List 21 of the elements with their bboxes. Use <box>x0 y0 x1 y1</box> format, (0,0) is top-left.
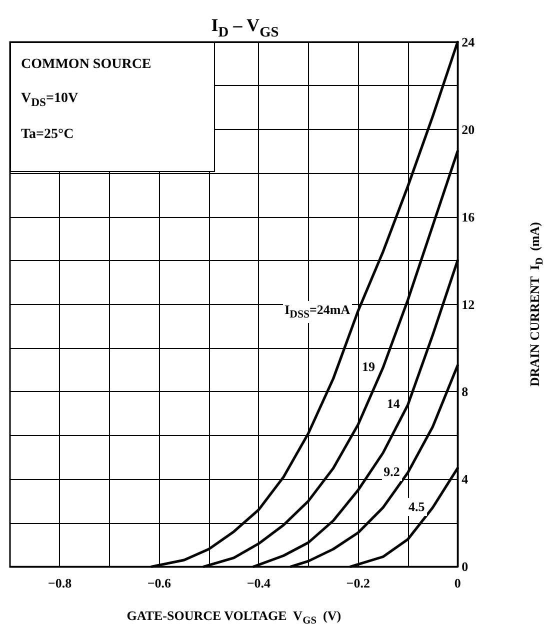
y-tick-label: 8 <box>462 384 469 400</box>
annotation: V$_{DS}$=10V <box>21 91 80 109</box>
y-tick-label: 16 <box>462 209 476 224</box>
series-label: I$_{DSS}$=24mA <box>282 300 352 324</box>
y-axis-title: DRAIN CURRENT ID (mA) <box>527 222 546 386</box>
series-label: 4.5 <box>406 498 427 516</box>
x-tick-label: −0.2 <box>346 576 370 591</box>
annotation: COMMON SOURCE <box>21 57 152 73</box>
series-label: 14 <box>384 394 402 413</box>
series-label: 19 <box>360 358 377 376</box>
note-box: COMMON SOURCE V$_{DS}$=10V Ta=25°C <box>10 42 215 172</box>
series-label: 9.2 <box>382 462 402 481</box>
annotation: Ta=25°C <box>21 126 75 143</box>
x-tick-label: −0.4 <box>246 576 271 591</box>
y-tick-label: 0 <box>462 559 468 574</box>
x-tick-label: −0.6 <box>147 576 172 591</box>
y-tick-label: 4 <box>462 472 469 487</box>
y-tick-label: 12 <box>462 296 475 312</box>
x-tick-label: −0.8 <box>48 576 72 591</box>
y-tick-label: 24 <box>462 34 476 50</box>
y-tick-label: 20 <box>462 122 475 137</box>
